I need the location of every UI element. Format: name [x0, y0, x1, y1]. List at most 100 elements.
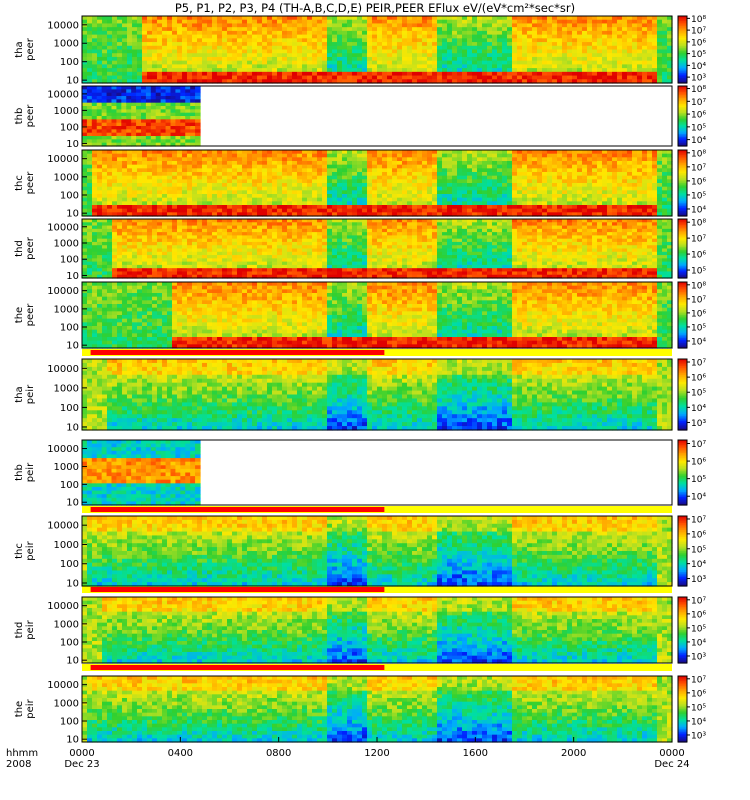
spectrogram-cell [392, 45, 398, 51]
spectrogram-cell [507, 42, 513, 47]
spectrogram-cell [107, 16, 113, 21]
spectrogram-cell [117, 53, 123, 58]
spectrogram-cell [180, 116, 186, 120]
spectrogram-cell [357, 157, 363, 162]
spectrogram-cell [437, 30, 443, 36]
spectrogram-cell [207, 190, 213, 195]
spectrogram-cell [467, 164, 473, 169]
spectrogram-cell [577, 157, 583, 162]
spectrogram-cell [452, 186, 458, 191]
spectrogram-cell [272, 56, 278, 62]
spectrogram-cell [332, 150, 338, 155]
spectrogram-cell [96, 126, 103, 130]
spectrogram-cell [297, 27, 303, 32]
spectrogram-cell [427, 27, 433, 32]
spectrogram-cell [532, 194, 538, 199]
spectrogram-cell [87, 30, 93, 36]
spectrogram-cell [222, 153, 228, 158]
spectrogram-cell [147, 164, 153, 169]
spectrogram-cell [282, 175, 288, 180]
spectrogram-cell [152, 49, 158, 54]
spectrogram-cell [377, 49, 383, 54]
spectrogram-cell [382, 71, 388, 77]
spectrogram-cell [637, 197, 643, 202]
spectrogram-cell [537, 42, 543, 47]
spectrogram-cell [187, 42, 193, 47]
spectrogram-cell [597, 64, 603, 69]
spectrogram-cell [332, 205, 338, 210]
spectrogram-cell [212, 194, 218, 199]
spectrogram-cell [175, 109, 181, 114]
spectrogram-cell [172, 157, 178, 162]
spectrogram-cell [567, 56, 573, 62]
spectrogram-cell [467, 190, 473, 195]
colorbar-step [678, 24, 687, 27]
spectrogram-cell [467, 60, 473, 65]
spectrogram-cell [82, 212, 88, 217]
spectrogram-cell [522, 205, 528, 210]
spectrogram-cell [547, 64, 553, 69]
spectrogram-cell [182, 186, 188, 191]
spectrogram-cell [572, 27, 578, 32]
spectrogram-cell [477, 45, 483, 51]
spectrogram-cell [277, 175, 283, 180]
spectrogram-cell [627, 201, 633, 206]
spectrogram-cell [267, 53, 273, 58]
spectrogram-cell [582, 49, 588, 54]
spectrogram-cell [372, 19, 378, 25]
spectrogram-cell [101, 116, 108, 120]
spectrogram-cell [542, 23, 548, 28]
spectrogram-cell [172, 201, 178, 206]
spectrogram-cell [187, 60, 193, 65]
spectrogram-cell [367, 150, 373, 155]
spectrogram-cell [282, 194, 288, 199]
spectrogram-cell [442, 27, 448, 32]
spectrogram-cell [552, 53, 558, 58]
spectrogram-cell [312, 42, 318, 47]
spectrogram-cell [547, 23, 553, 28]
colorbar-step [678, 39, 687, 42]
spectrogram-cell [617, 161, 623, 166]
spectrogram-cell [432, 64, 438, 69]
spectrogram-cell [192, 197, 198, 202]
spectrogram-cell [577, 23, 583, 28]
spectrogram-cell [517, 150, 523, 155]
spectrogram-cell [137, 194, 143, 199]
spectrogram-cell [242, 45, 248, 51]
spectrogram-cell [357, 161, 363, 166]
spectrogram-cell [332, 16, 338, 21]
spectrogram-cell [622, 56, 628, 62]
spectrogram-cell [82, 42, 88, 47]
colorbar-step [678, 116, 687, 119]
spectrogram-cell [407, 212, 413, 217]
spectrogram-cell [607, 194, 613, 199]
spectrogram-cell [92, 228, 98, 233]
spectrogram-cell [307, 164, 313, 169]
spectrogram-cell [222, 175, 228, 180]
spectrogram-cell [177, 16, 183, 21]
spectrogram-cell [337, 179, 343, 184]
spectrogram-cell [170, 139, 177, 144]
spectrogram-cell [427, 79, 433, 84]
spectrogram-cell [437, 53, 443, 58]
spectrogram-cell [116, 129, 122, 134]
spectrogram-cell [217, 194, 223, 199]
spectrogram-cell [222, 201, 228, 206]
spectrogram-cell [177, 30, 183, 36]
spectrogram-cell [132, 197, 138, 202]
spectrogram-cell [622, 175, 628, 180]
spectrogram-cell [382, 34, 388, 39]
spectrogram-cell [332, 157, 338, 162]
spectrogram-cell [162, 60, 168, 65]
spectrogram-cell [137, 79, 143, 84]
spectrogram-cell [542, 179, 548, 184]
spectrogram-cell [477, 16, 483, 21]
spectrogram-cell [647, 150, 653, 155]
spectrogram-cell [357, 34, 363, 39]
spectrogram-cell [392, 75, 398, 80]
spectrogram-cell [252, 38, 258, 43]
spectrogram-cell [322, 208, 328, 213]
colorbar-step [678, 123, 687, 126]
spectrogram-cell [557, 179, 563, 184]
spectrogram-cell [307, 49, 313, 54]
